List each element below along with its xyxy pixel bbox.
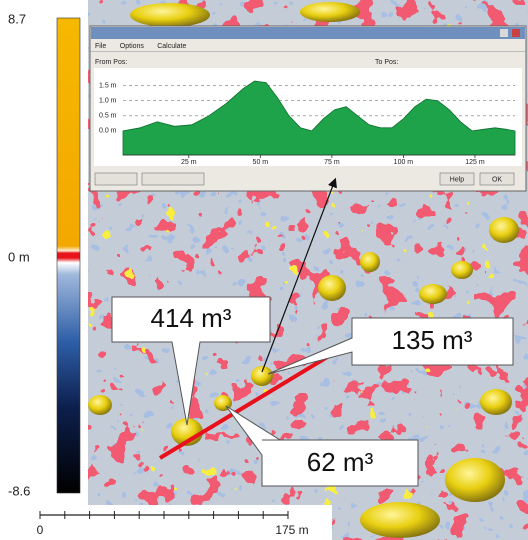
button-label[interactable]: OK [492, 176, 502, 183]
y-tick-label: 1.5 m [99, 82, 117, 89]
colorbar-zero: 0 m [8, 249, 30, 264]
y-tick-label: 1.0 m [99, 98, 117, 105]
x-tick-label: 125 m [465, 159, 485, 166]
to-label: To Pos: [375, 59, 398, 66]
colorbar-min: -8.6 [8, 483, 30, 498]
button[interactable] [95, 173, 137, 185]
x-tick-label: 50 m [253, 159, 269, 166]
button[interactable] [142, 173, 204, 185]
callout-label: 135 m³ [392, 325, 473, 355]
callout-label: 414 m³ [151, 303, 232, 333]
menu-divider [91, 51, 525, 52]
colorbar-panel: 8.7 0 m -8.6 [0, 0, 88, 505]
x-tick-label: 75 m [324, 159, 340, 166]
colorbar [57, 18, 80, 493]
menu-item[interactable]: File [95, 43, 106, 50]
button-label[interactable]: Help [450, 176, 465, 183]
menu-item[interactable]: Options [120, 43, 145, 50]
minimize-button[interactable] [500, 29, 508, 37]
colorbar-max: 8.7 [8, 11, 26, 26]
close-button[interactable] [512, 29, 520, 37]
callout-label: 62 m³ [307, 447, 374, 477]
scale-end: 175 m [275, 523, 308, 537]
profile-window: File Options Calculate From Pos: To Pos: 1… [90, 26, 526, 191]
window-titlebar [91, 27, 525, 39]
from-label: From Pos: [95, 59, 127, 66]
screenshot: 8.7 0 m -8.6 0 175 m File Options Calculat… [0, 0, 528, 540]
scale-start: 0 [37, 523, 44, 537]
menu-item[interactable]: Calculate [157, 43, 186, 50]
y-tick-label: 0.5 m [99, 113, 117, 120]
x-tick-label: 25 m [181, 159, 197, 166]
scale-bar-panel: 0 175 m [0, 505, 332, 540]
x-tick-label: 100 m [394, 159, 414, 166]
y-tick-label: 0.0 m [99, 128, 117, 135]
